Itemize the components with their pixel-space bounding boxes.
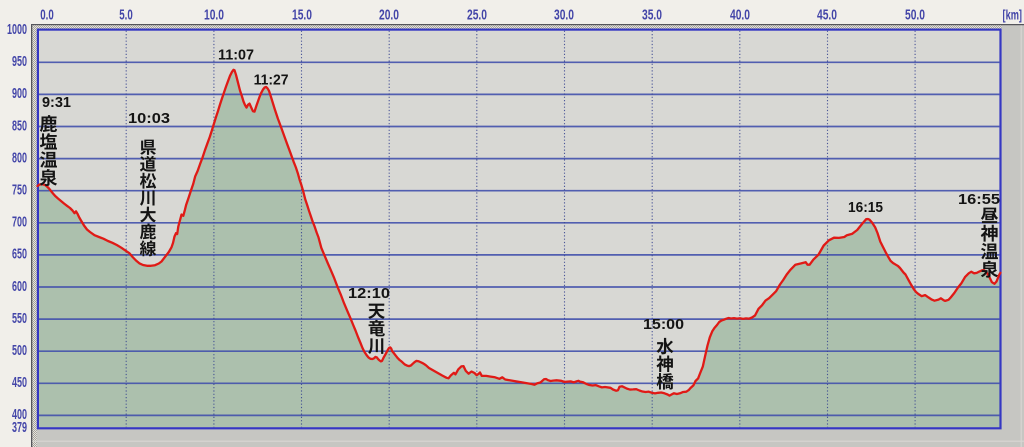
svg-text:9:31: 9:31 [42,95,71,111]
svg-text:45.0: 45.0 [817,7,837,24]
svg-text:30.0: 30.0 [554,7,574,24]
svg-text:11:27: 11:27 [254,73,289,89]
svg-text:450: 450 [12,374,27,391]
svg-text:11:07: 11:07 [218,48,254,64]
svg-text:800: 800 [12,149,27,166]
svg-text:20.0: 20.0 [379,7,399,24]
svg-text:5.0: 5.0 [119,7,133,24]
svg-text:40.0: 40.0 [730,7,750,24]
svg-text:1000: 1000 [7,21,27,38]
svg-text:550: 550 [12,310,27,327]
svg-text:25.0: 25.0 [467,7,487,24]
svg-text:700: 700 [12,214,27,231]
svg-text:900: 900 [12,85,27,102]
svg-text:10.0: 10.0 [204,7,224,24]
svg-text:10:03: 10:03 [128,111,170,127]
svg-text:0.0: 0.0 [40,7,54,24]
svg-text:950: 950 [12,53,27,70]
svg-text:16:15: 16:15 [848,200,883,216]
svg-text:750: 750 [12,182,27,199]
svg-text:[km]: [km] [1003,8,1023,23]
svg-text:16:55: 16:55 [958,192,1000,208]
svg-text:50.0: 50.0 [905,7,925,24]
svg-text:15.0: 15.0 [292,7,312,24]
svg-text:35.0: 35.0 [642,7,662,24]
svg-text:379: 379 [12,419,27,436]
svg-text:650: 650 [12,246,27,263]
svg-text:12:10: 12:10 [348,286,390,302]
svg-text:850: 850 [12,117,27,134]
svg-text:15:00: 15:00 [643,317,684,333]
svg-text:400: 400 [12,406,27,423]
svg-text:600: 600 [12,278,27,295]
svg-text:500: 500 [12,342,27,359]
